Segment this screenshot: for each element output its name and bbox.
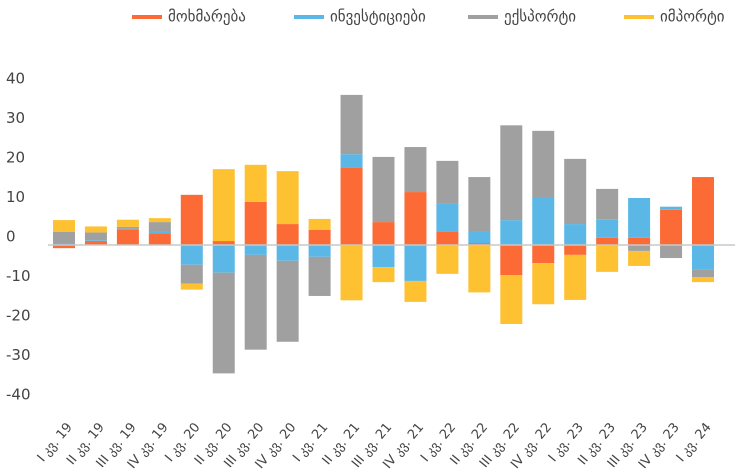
bar-segment — [404, 245, 427, 281]
bar-segment — [212, 272, 235, 374]
bar-segment — [84, 240, 107, 242]
bar-segment — [500, 125, 523, 221]
y-tick-label: 40 — [6, 70, 25, 88]
bar-segment — [468, 231, 491, 244]
bar-segment — [340, 94, 363, 155]
bar-segment — [628, 237, 651, 245]
bar-segment — [372, 267, 395, 283]
bar-segment — [564, 158, 587, 225]
bar-segment — [660, 209, 683, 245]
bar-segment — [500, 220, 523, 245]
bar-segment — [53, 243, 75, 245]
bar-segment — [468, 243, 491, 245]
bar-segment — [628, 245, 651, 251]
bar-segment — [564, 224, 587, 245]
bar-segment — [404, 280, 427, 302]
bar-segment — [212, 245, 235, 273]
bar-segment — [148, 231, 171, 234]
bar-segment — [212, 241, 235, 245]
y-tick-label: 30 — [6, 109, 25, 127]
bar-segment — [276, 171, 299, 225]
bar-segment — [244, 254, 267, 350]
y-tick-label: -10 — [6, 267, 31, 285]
bar-segment — [84, 232, 107, 241]
bar-segment — [596, 237, 619, 245]
bar-segment — [212, 169, 235, 242]
bar-segment — [532, 130, 555, 198]
bar-segment — [180, 283, 203, 290]
bar-segment — [148, 222, 171, 232]
bar-segment — [340, 245, 363, 301]
bar-segment — [596, 188, 619, 220]
bar-segment — [244, 164, 267, 202]
bar-segment — [180, 264, 203, 284]
bar-segment — [628, 250, 651, 266]
bar-segment — [404, 192, 427, 245]
bar-segment — [340, 167, 363, 245]
x-tick-label: I კვ. 24 — [674, 420, 715, 465]
legend-label: ინვესტიციები — [330, 8, 426, 26]
bar-segment — [308, 245, 331, 257]
bar-segment — [53, 245, 75, 249]
bar-segment — [596, 219, 619, 238]
y-tick-label: 20 — [6, 149, 25, 167]
bar-segment — [660, 206, 683, 210]
y-tick-label: -40 — [6, 386, 31, 404]
bar-segment — [116, 228, 139, 230]
legend-label: ექსპორტი — [504, 8, 576, 26]
bar-segment — [148, 218, 171, 223]
y-tick-label: -20 — [6, 307, 31, 325]
bar-segment — [308, 218, 331, 230]
bar-segment — [692, 269, 714, 277]
bar-segment — [53, 220, 75, 232]
bar-segment — [53, 231, 75, 244]
y-tick-label: -30 — [6, 346, 31, 364]
bar-segment — [628, 197, 651, 238]
bar-segment — [500, 245, 523, 276]
bar-segment — [692, 177, 714, 245]
bar-segment — [244, 201, 267, 245]
bar-segment — [180, 245, 203, 265]
bar-segment — [468, 245, 491, 293]
bar-segment — [692, 245, 714, 270]
x-tick-group: I კვ. 24 — [674, 420, 715, 465]
bar-segment — [148, 233, 171, 245]
legend-label: მოხმარება — [168, 8, 246, 26]
bar-segment — [500, 275, 523, 324]
legend-label: იმპორტი — [660, 8, 725, 26]
bar-segment — [436, 203, 459, 232]
bar-segment — [116, 219, 139, 227]
bar-segment — [372, 156, 395, 223]
bar-segment — [564, 245, 587, 255]
y-tick-label: 0 — [6, 228, 16, 246]
bar-segment — [436, 245, 459, 274]
bar-segment — [404, 147, 427, 193]
bar-segment — [244, 245, 267, 255]
bar-segment — [116, 229, 139, 245]
bar-segment — [372, 245, 395, 268]
bar-segment — [436, 231, 459, 245]
bar-segment — [84, 241, 107, 245]
bar-segment — [532, 245, 555, 264]
bar-segment — [564, 254, 587, 300]
bar-segment — [532, 197, 555, 245]
bar-segment — [276, 224, 299, 245]
bar-segment — [532, 263, 555, 305]
bar-segment — [372, 222, 395, 245]
bar-segment — [276, 260, 299, 342]
bar-segment — [436, 160, 459, 204]
bar-segment — [308, 256, 331, 296]
bar-segment — [692, 276, 714, 283]
bar-segment — [116, 226, 139, 229]
bar-segment — [340, 154, 363, 168]
bar-segment — [596, 245, 619, 272]
bar-segment — [180, 194, 203, 245]
bar-segment — [84, 226, 107, 233]
y-tick-label: 10 — [6, 188, 25, 206]
bar-segment — [308, 229, 331, 245]
bar-segment — [468, 177, 491, 232]
bar-segment — [660, 245, 683, 259]
bar-segment — [276, 245, 299, 261]
